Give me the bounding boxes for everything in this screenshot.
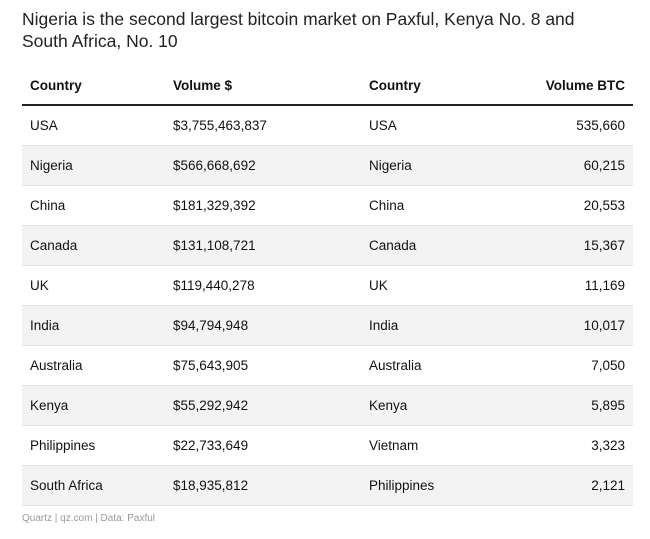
cell-country-usd: Philippines xyxy=(22,425,165,466)
cell-country-usd: South Africa xyxy=(22,465,165,506)
cell-country-btc: Philippines xyxy=(361,465,511,506)
cell-volume-btc: 7,050 xyxy=(511,345,633,386)
table-row: China $181,329,392 China 20,553 xyxy=(22,185,633,226)
header-volume-btc: Volume BTC xyxy=(511,66,633,106)
cell-country-usd: Kenya xyxy=(22,385,165,426)
cell-volume-btc: 3,323 xyxy=(511,425,633,466)
table-row: UK $119,440,278 UK 11,169 xyxy=(22,265,633,306)
cell-country-usd: UK xyxy=(22,265,165,306)
header-country-usd: Country xyxy=(22,66,165,106)
cell-volume-btc: 60,215 xyxy=(511,145,633,186)
cell-country-usd: Australia xyxy=(22,345,165,386)
cell-country-usd: India xyxy=(22,305,165,346)
table-header-row: Country Volume $ Country Volume BTC xyxy=(22,66,633,106)
cell-country-btc: Canada xyxy=(361,225,511,266)
cell-volume-usd: $181,329,392 xyxy=(165,185,361,226)
chart-title: Nigeria is the second largest bitcoin ma… xyxy=(22,9,575,51)
cell-country-btc: China xyxy=(361,185,511,226)
cell-volume-btc: 15,367 xyxy=(511,225,633,266)
table-row: South Africa $18,935,812 Philippines 2,121 xyxy=(22,465,633,506)
cell-volume-usd: $22,733,649 xyxy=(165,425,361,466)
header-country-btc: Country xyxy=(361,66,511,106)
table-row: India $94,794,948 India 10,017 xyxy=(22,305,633,346)
cell-volume-btc: 20,553 xyxy=(511,185,633,226)
data-table: Country Volume $ Country Volume BTC USA $… xyxy=(22,66,633,506)
cell-volume-btc: 11,169 xyxy=(511,265,633,306)
cell-country-btc: Australia xyxy=(361,345,511,386)
cell-volume-btc: 5,895 xyxy=(511,385,633,426)
cell-volume-usd: $3,755,463,837 xyxy=(165,105,361,146)
cell-country-usd: Nigeria xyxy=(22,145,165,186)
table-row: Kenya $55,292,942 Kenya 5,895 xyxy=(22,385,633,426)
cell-volume-btc: 2,121 xyxy=(511,465,633,506)
cell-country-btc: UK xyxy=(361,265,511,306)
table-row: USA $3,755,463,837 USA 535,660 xyxy=(22,105,633,146)
table-row: Canada $131,108,721 Canada 15,367 xyxy=(22,225,633,266)
table-row: Nigeria $566,668,692 Nigeria 60,215 xyxy=(22,145,633,186)
cell-country-usd: Canada xyxy=(22,225,165,266)
table-body: USA $3,755,463,837 USA 535,660 Nigeria $566,6… xyxy=(22,105,633,506)
cell-country-btc: India xyxy=(361,305,511,346)
source-footer: Quartz | qz.com | Data: Paxful xyxy=(22,513,156,524)
cell-volume-usd: $131,108,721 xyxy=(165,225,361,266)
cell-volume-usd: $75,643,905 xyxy=(165,345,361,386)
cell-country-usd: USA xyxy=(22,105,165,146)
cell-country-btc: Nigeria xyxy=(361,145,511,186)
cell-volume-usd: $18,935,812 xyxy=(165,465,361,506)
cell-country-usd: China xyxy=(22,185,165,226)
cell-volume-usd: $55,292,942 xyxy=(165,385,361,426)
cell-volume-usd: $119,440,278 xyxy=(165,265,361,306)
cell-volume-btc: 10,017 xyxy=(511,305,633,346)
cell-volume-usd: $94,794,948 xyxy=(165,305,361,346)
cell-country-btc: Vietnam xyxy=(361,425,511,466)
cell-country-btc: USA xyxy=(361,105,511,146)
table-row: Philippines $22,733,649 Vietnam 3,323 xyxy=(22,425,633,466)
cell-volume-usd: $566,668,692 xyxy=(165,145,361,186)
cell-volume-btc: 535,660 xyxy=(511,105,633,146)
header-volume-usd: Volume $ xyxy=(165,66,361,106)
cell-country-btc: Kenya xyxy=(361,385,511,426)
table-row: Australia $75,643,905 Australia 7,050 xyxy=(22,345,633,386)
